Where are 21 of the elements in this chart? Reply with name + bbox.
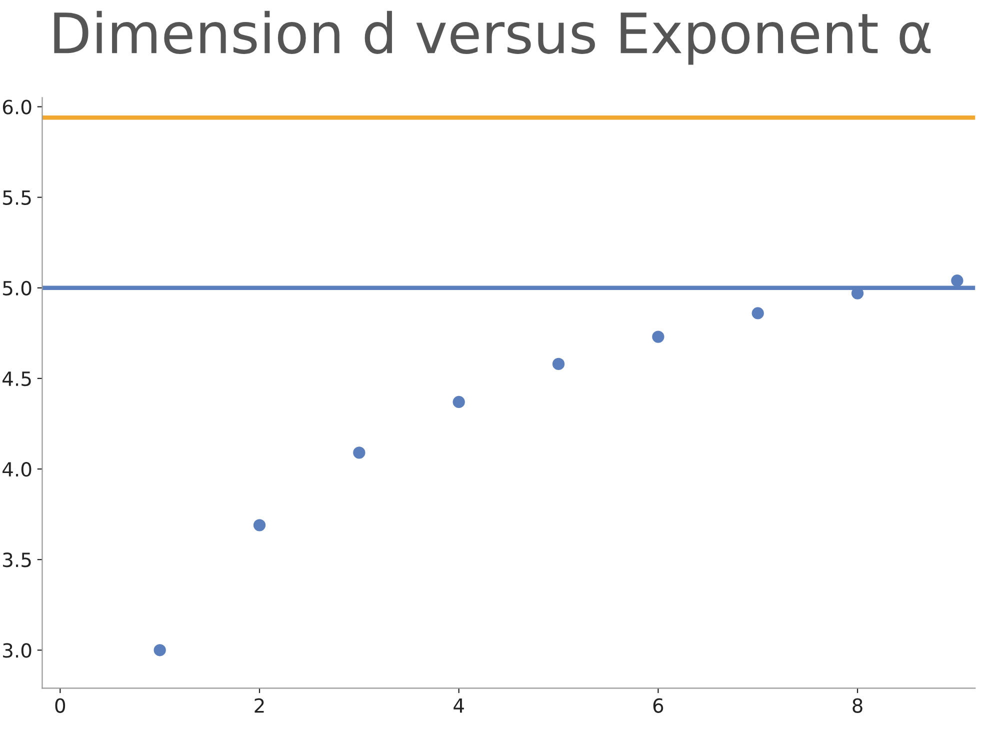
y-tick-label: 6.0 — [2, 100, 32, 114]
y-tick-label: 4.0 — [2, 462, 32, 477]
point — [951, 274, 964, 287]
y-tick-label: 3.0 — [3, 643, 32, 658]
point — [752, 307, 764, 320]
x-tick-label: 2 — [254, 698, 264, 713]
point — [452, 396, 465, 408]
x-tick-label: 0 — [55, 698, 66, 713]
point — [154, 644, 166, 656]
point — [253, 519, 266, 532]
point — [552, 358, 565, 370]
y-tick-label: 4.5 — [2, 372, 31, 386]
x-tick-label: 6 — [653, 698, 664, 713]
chart-title: Dimension d versus Exponent α — [54, 10, 931, 65]
point — [353, 446, 366, 459]
y-tick-label: 5.0 — [3, 280, 32, 296]
point — [652, 330, 664, 343]
x-tick-label: 8 — [852, 698, 862, 713]
x-tick-label: 4 — [454, 698, 464, 713]
y-tick-label: 3.5 — [3, 552, 31, 568]
y-tick-label: 5.5 — [3, 190, 31, 205]
